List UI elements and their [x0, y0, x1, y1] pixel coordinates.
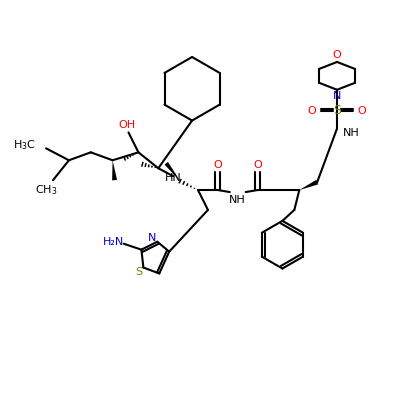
Text: S: S	[135, 268, 142, 278]
Text: S: S	[333, 104, 341, 117]
Text: N: N	[333, 91, 341, 101]
Text: CH$_3$: CH$_3$	[35, 183, 57, 197]
Text: H$_3$C: H$_3$C	[13, 138, 36, 152]
Text: O: O	[333, 50, 342, 60]
Text: HN: HN	[165, 173, 182, 183]
Text: N: N	[148, 233, 156, 243]
Polygon shape	[164, 162, 180, 181]
Polygon shape	[112, 160, 117, 180]
Text: O: O	[253, 160, 262, 170]
Text: O: O	[358, 106, 366, 116]
Text: O: O	[308, 106, 316, 116]
Text: OH: OH	[118, 120, 135, 130]
Text: NH: NH	[229, 195, 246, 205]
Text: O: O	[214, 160, 222, 170]
Text: H₂N: H₂N	[103, 237, 124, 247]
Polygon shape	[299, 180, 318, 190]
Text: NH: NH	[343, 128, 360, 138]
